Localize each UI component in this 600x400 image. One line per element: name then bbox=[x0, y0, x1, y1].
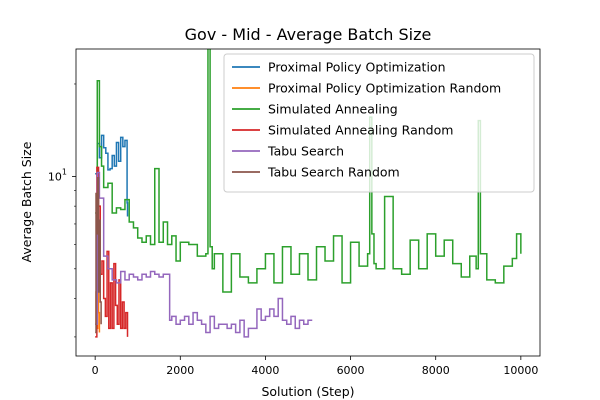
legend-label-5: Tabu Search Random bbox=[267, 165, 400, 180]
plot-area: 0 2000 4000 6000 8000 10000 101 bbox=[48, 48, 541, 377]
plot-frame bbox=[75, 48, 541, 357]
legend-box bbox=[223, 53, 535, 193]
x-tick-label: 4000 bbox=[251, 364, 279, 377]
x-axis-label: Solution (Step) bbox=[261, 384, 354, 399]
series-line-5 bbox=[95, 176, 102, 334]
series-lines bbox=[95, 49, 522, 338]
legend-label-2: Simulated Annealing bbox=[268, 102, 398, 117]
x-tick-label: 10000 bbox=[503, 364, 538, 377]
legend-label-4: Tabu Search bbox=[267, 144, 344, 159]
x-tick-label: 0 bbox=[92, 364, 99, 377]
series-line-4 bbox=[95, 171, 313, 338]
x-tick-label: 8000 bbox=[422, 364, 450, 377]
y-tick-label: 101 bbox=[48, 167, 67, 183]
legend-label-0: Proximal Policy Optimization bbox=[268, 60, 446, 75]
legend-label-3: Simulated Annealing Random bbox=[268, 123, 453, 138]
x-tick-label: 2000 bbox=[166, 364, 194, 377]
x-tick-label: 6000 bbox=[337, 364, 365, 377]
legend: Proximal Policy Optimization Proximal Pol… bbox=[223, 53, 535, 193]
legend-label-1: Proximal Policy Optimization Random bbox=[268, 81, 501, 96]
series-line-2 bbox=[95, 49, 522, 293]
y-axis-label: Average Batch Size bbox=[19, 141, 34, 262]
chart-title: Gov - Mid - Average Batch Size bbox=[185, 25, 432, 44]
